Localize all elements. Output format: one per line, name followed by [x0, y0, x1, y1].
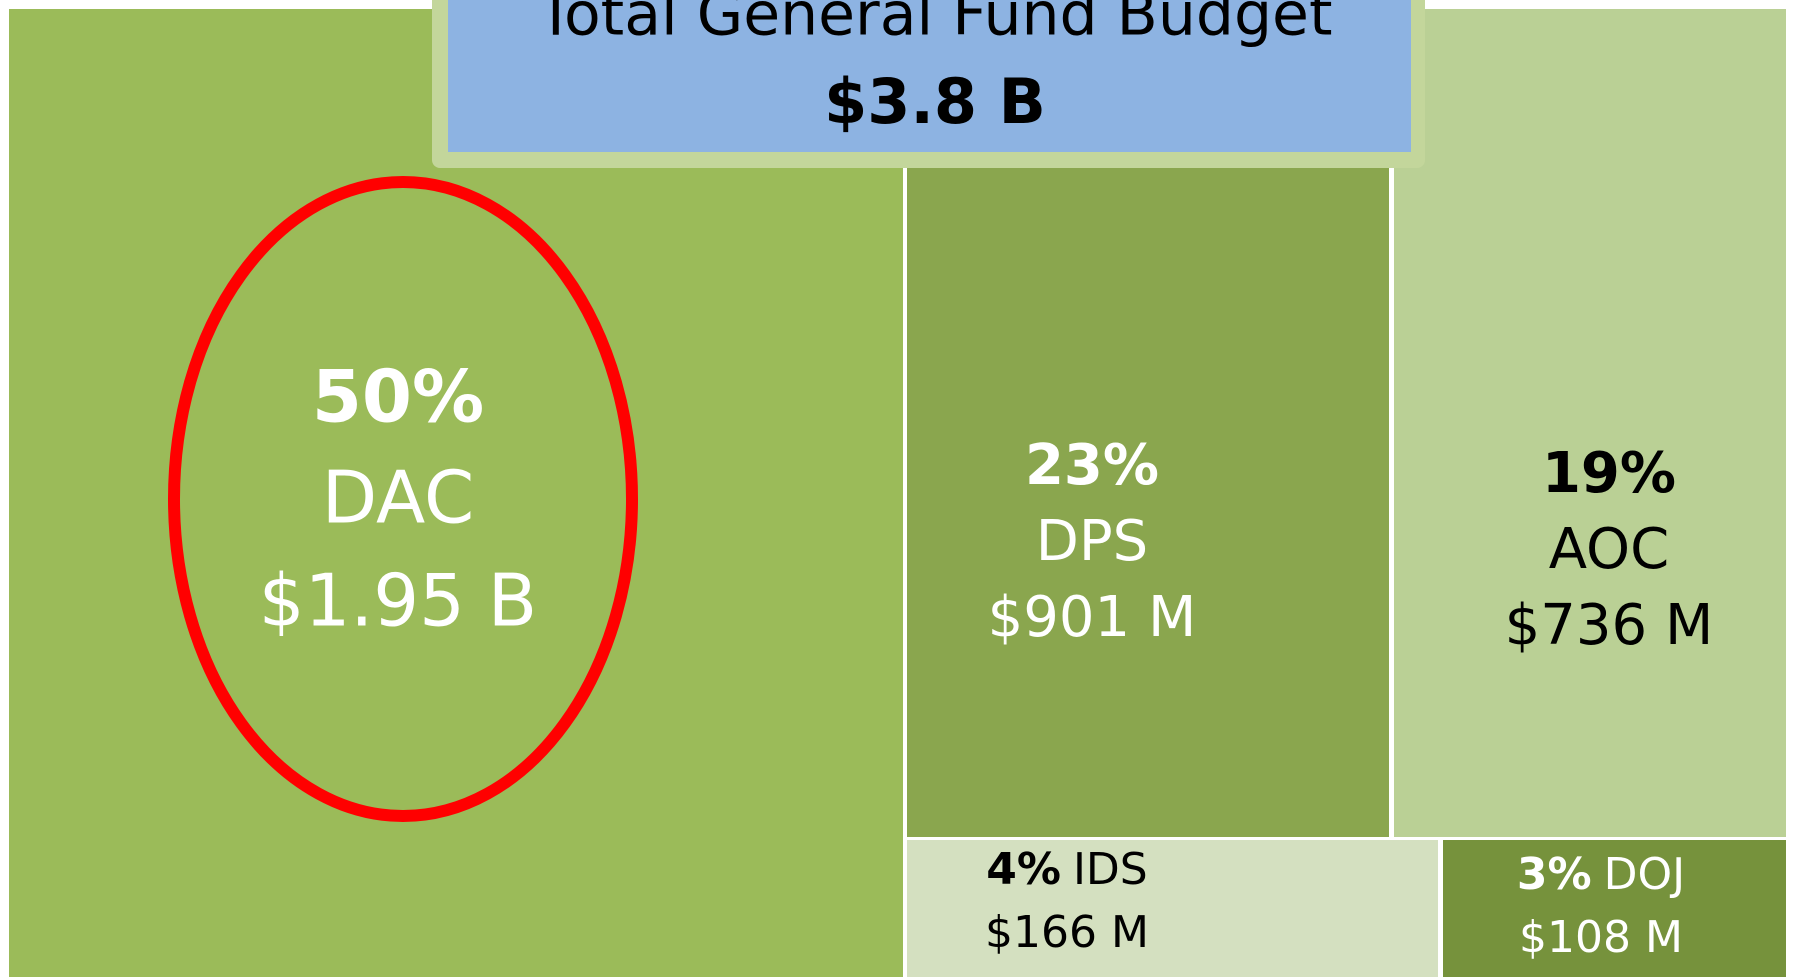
- tile-percent: 4%: [986, 844, 1061, 895]
- tile-percent: 19%: [1542, 441, 1676, 506]
- tile-percent: 50%: [312, 355, 484, 439]
- tile-amount: $1.95 B: [259, 559, 537, 643]
- tile-label: AOC: [1549, 517, 1670, 582]
- tile-percent: 23%: [1025, 433, 1159, 498]
- tile-heading: 3% DOJ: [1517, 849, 1685, 900]
- tile-label: DOJ: [1604, 849, 1686, 900]
- tile-amount: $736 M: [1505, 593, 1714, 658]
- tiles: 50% DAC $1.95 B 23% DPS $901 M 19% AOC $736 M 4% I…: [9, 0, 1786, 977]
- title-box: [448, 0, 1411, 152]
- chart-title: Total General Fund Budget: [537, 0, 1333, 50]
- tile-amount: $166 M: [985, 907, 1149, 958]
- tile-amount: $901 M: [988, 585, 1197, 650]
- highlight-ellipse: [168, 176, 638, 822]
- chart-subtitle: $3.8 B: [824, 65, 1046, 138]
- tile-amount: $108 M: [1519, 912, 1683, 963]
- tile-label: DPS: [1036, 509, 1148, 574]
- tile-heading: 4% IDS: [986, 844, 1148, 895]
- tile-label: IDS: [1073, 844, 1148, 895]
- tile: [1443, 840, 1786, 977]
- tile-label: DAC: [322, 456, 474, 540]
- tile-percent: 3%: [1517, 849, 1592, 900]
- tile: [9, 9, 903, 977]
- tile: [907, 840, 1438, 977]
- tile: [1394, 9, 1786, 837]
